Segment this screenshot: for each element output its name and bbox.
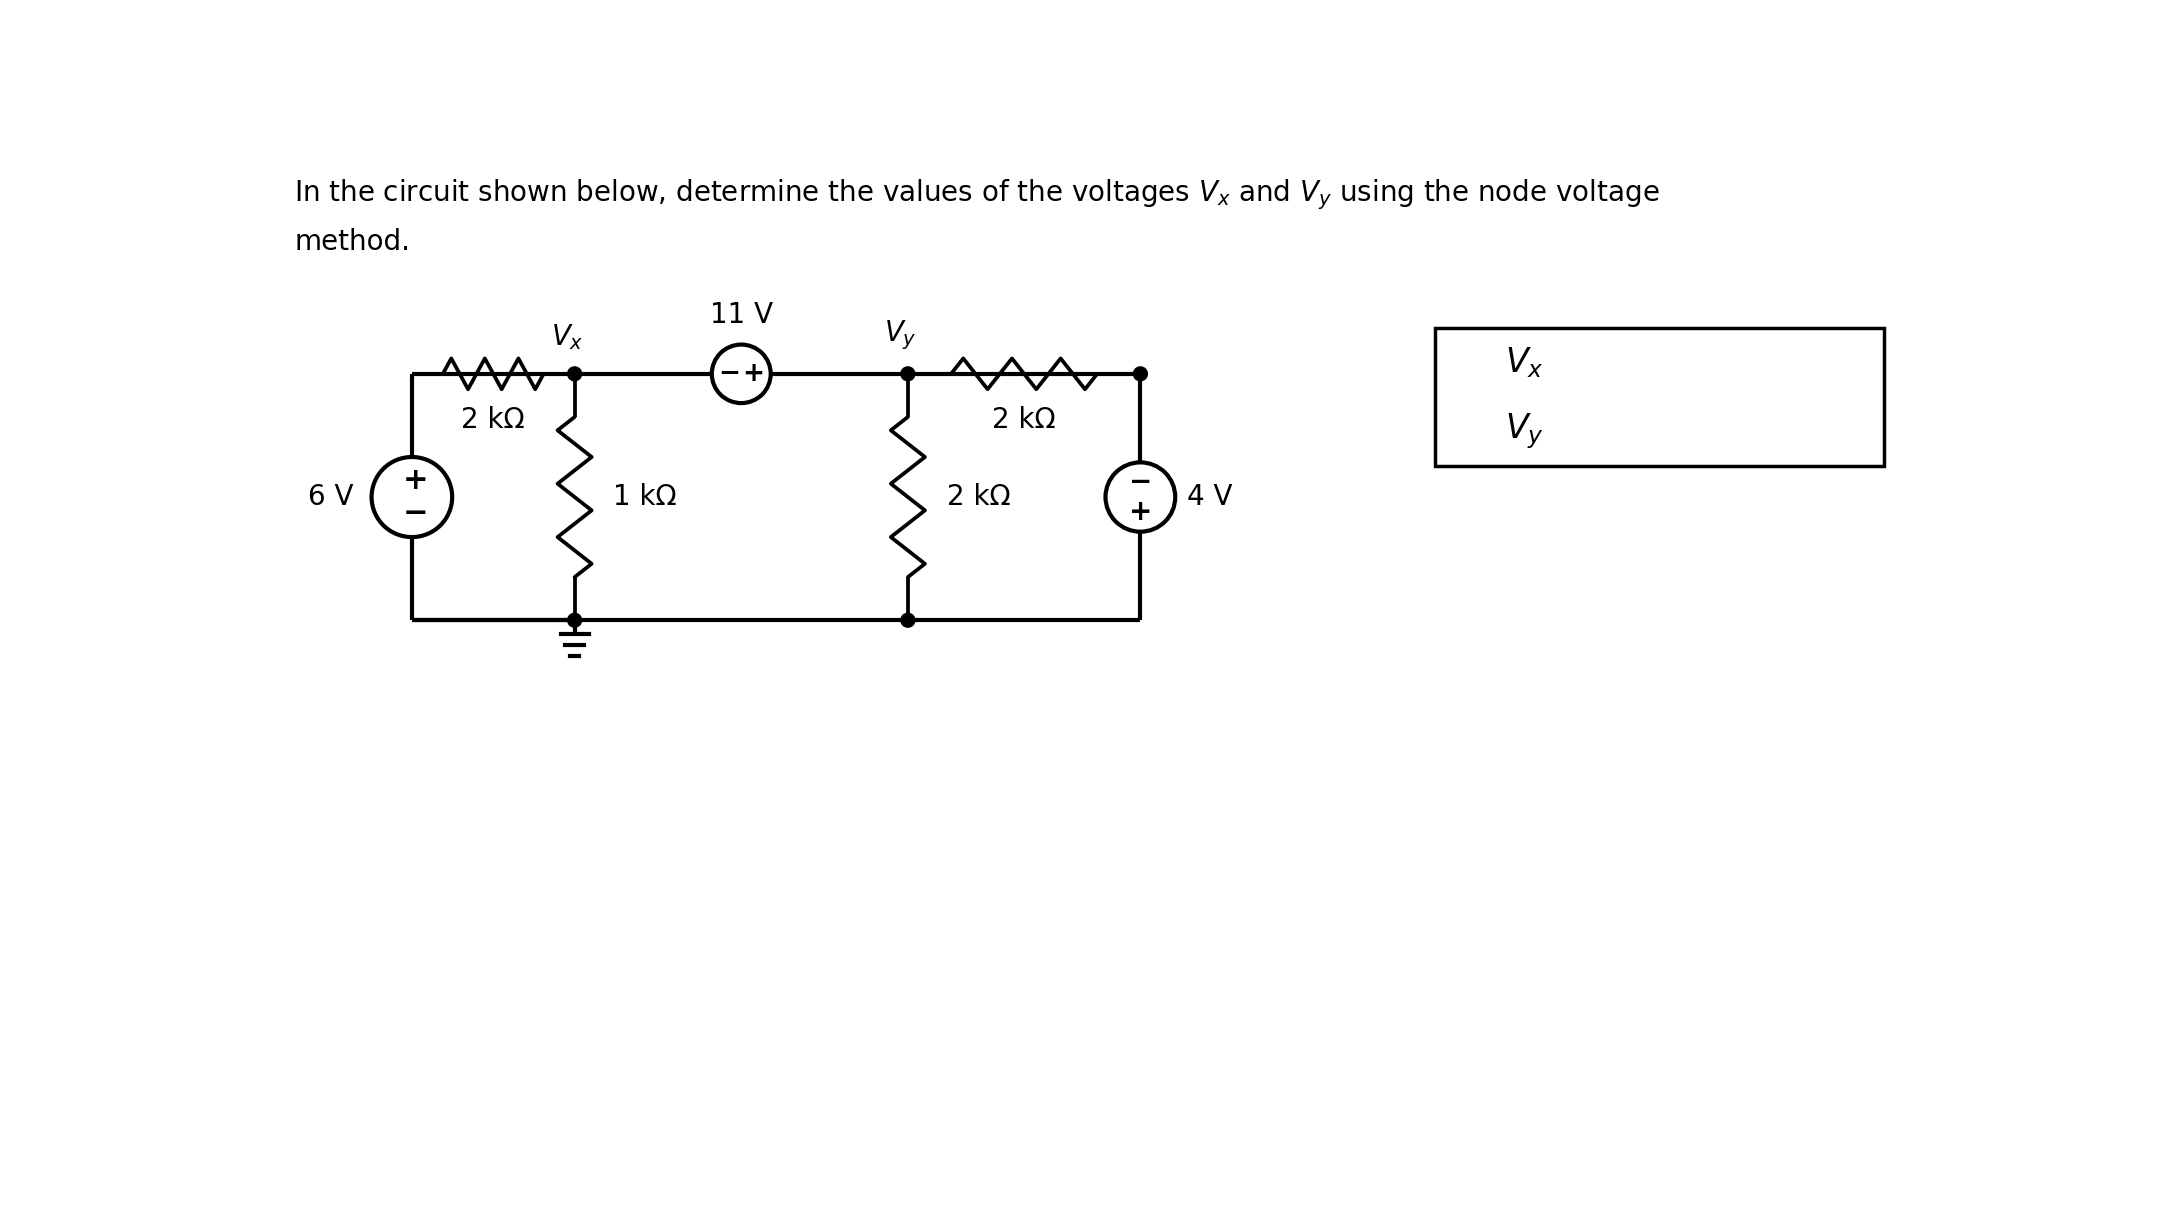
Text: 2 kΩ: 2 kΩ	[991, 406, 1057, 434]
Text: 2 kΩ: 2 kΩ	[946, 483, 1011, 511]
Text: In the circuit shown below, determine the values of the voltages $V_x$ and $V_y$: In the circuit shown below, determine th…	[294, 178, 1660, 212]
Circle shape	[569, 367, 582, 381]
Text: −: −	[403, 500, 429, 529]
Text: 4 V: 4 V	[1188, 483, 1233, 511]
Circle shape	[1133, 367, 1148, 381]
Text: +: +	[403, 466, 429, 495]
Circle shape	[569, 613, 582, 627]
Text: $V_x$: $V_x$	[551, 322, 584, 353]
Text: 11 V: 11 V	[710, 302, 774, 330]
Circle shape	[900, 613, 915, 627]
Circle shape	[900, 367, 915, 381]
Text: 6 V: 6 V	[307, 483, 353, 511]
Text: −: −	[1129, 468, 1153, 496]
Text: method.: method.	[294, 227, 410, 255]
Bar	[1436, 327, 1885, 466]
Text: 1 kΩ: 1 kΩ	[612, 483, 678, 511]
Text: $V_y$: $V_y$	[885, 319, 917, 353]
Text: +: +	[741, 361, 765, 387]
Text: $V_x$: $V_x$	[1504, 345, 1543, 379]
Text: +: +	[1129, 499, 1153, 527]
Text: 2 kΩ: 2 kΩ	[462, 406, 525, 434]
Text: −: −	[719, 361, 741, 387]
Text: $V_y$: $V_y$	[1504, 412, 1543, 451]
